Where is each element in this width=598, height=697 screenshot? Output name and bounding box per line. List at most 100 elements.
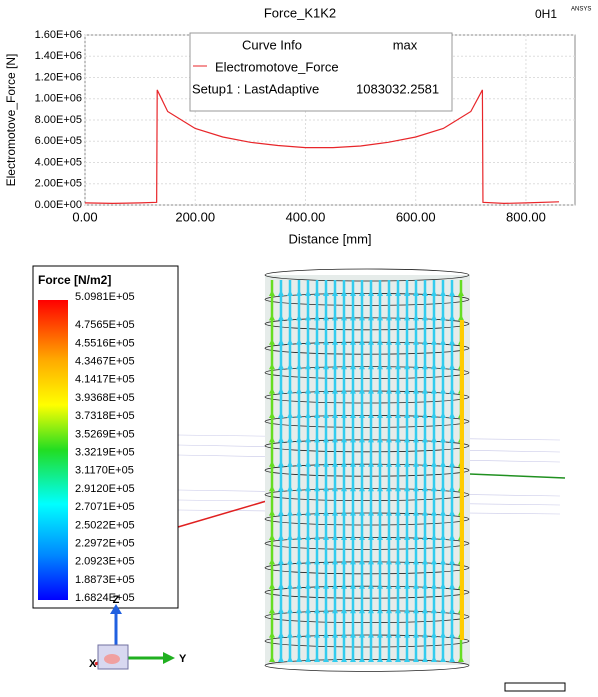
arrow-head [359, 314, 365, 321]
arrow-head [404, 534, 410, 540]
ring [264, 268, 470, 282]
arrow-head [449, 412, 455, 418]
arrow-head [368, 582, 374, 589]
arrow-head [449, 314, 455, 321]
arrow-head [440, 290, 446, 296]
arrow-head [413, 534, 419, 540]
curve-info-cell: Setup1 : LastAdaptive [192, 81, 319, 96]
arrow-head [422, 460, 428, 467]
arrow-head [287, 338, 293, 345]
arrow-head [404, 460, 410, 467]
arrow-head [368, 656, 374, 662]
y-tick-label: 6.00E+05 [35, 135, 82, 147]
x-axis-label: Distance [mm] [288, 231, 371, 246]
arrow-head [305, 290, 311, 296]
arrow-head [395, 656, 401, 662]
arrow-head [422, 436, 428, 443]
arrow-head [368, 290, 374, 296]
arrow-head [431, 509, 437, 516]
arrow-head [377, 314, 383, 321]
arrow-head [314, 485, 320, 492]
arrow-head [413, 582, 419, 589]
arrow-head [278, 558, 284, 565]
arrow-head [431, 582, 437, 589]
line-chart: Force_K1K2 0H1 ANSYS 0.00E+00 2.00E+05 4.00E+… [4, 5, 591, 246]
arrow-head [314, 607, 320, 614]
arrow-head [350, 314, 356, 321]
arrow-head [377, 631, 383, 638]
arrow-head [332, 314, 338, 321]
ring [264, 341, 470, 355]
arrow-head [305, 534, 311, 540]
cylinder [265, 275, 470, 665]
arrow-head [332, 509, 338, 516]
arrow-head [377, 460, 383, 467]
arrow-head [422, 509, 428, 516]
arrow-head [332, 558, 338, 565]
arrow-head [440, 485, 446, 492]
ring [264, 414, 470, 428]
arrow-head [395, 338, 401, 345]
arrow-head [449, 485, 455, 492]
arrow-head [422, 582, 428, 589]
arrow-head [422, 314, 428, 321]
arrow-head [323, 412, 329, 418]
arrow-head [449, 582, 455, 589]
arrow-head [422, 387, 428, 394]
legend-level: 4.3467E+05 [75, 356, 135, 368]
arrow-head [341, 338, 347, 345]
arrow-head [395, 607, 401, 614]
legend-title: Force [N/m2] [38, 273, 111, 287]
arrow-head [350, 290, 356, 296]
ring [264, 366, 470, 380]
arrow-head [422, 607, 428, 614]
curve-info-box [189, 32, 453, 112]
arrow-head [287, 314, 293, 321]
arrow-head [278, 631, 284, 638]
arrow-head [359, 460, 365, 467]
arrow-head [287, 607, 293, 614]
arrow-head [395, 387, 401, 394]
ring [264, 537, 470, 550]
arrow-head [296, 485, 302, 492]
arrow-head [386, 363, 392, 370]
ring [264, 488, 470, 502]
arrow-head [341, 509, 347, 516]
arrow-head [350, 582, 356, 589]
arrow-head [395, 509, 401, 516]
arrow-head [422, 485, 428, 492]
arrow-head [368, 436, 374, 443]
arrow-head [323, 656, 329, 662]
arrow-head [386, 412, 392, 418]
arrow-head [278, 412, 284, 418]
arrow-head [305, 387, 311, 394]
x-tick-label: 200.00 [175, 209, 215, 224]
arrow-head [323, 558, 329, 565]
arrow-head [359, 485, 365, 492]
arrow-head [305, 558, 311, 565]
arrow-head [305, 436, 311, 443]
arrow-head [359, 582, 365, 589]
ring [264, 317, 470, 331]
arrow-head [296, 338, 302, 345]
arrow-head [332, 534, 338, 540]
arrow-head [386, 436, 392, 443]
y-tick-label: 2.00E+05 [35, 178, 82, 190]
arrow-head [458, 314, 464, 321]
ring [264, 659, 470, 672]
arrow-head [413, 558, 419, 565]
arrow-head [323, 363, 329, 370]
arrow-head [431, 338, 437, 345]
arrow-head [431, 534, 437, 540]
arrow-head [314, 387, 320, 394]
arrow-head [332, 363, 338, 370]
arrow-head [314, 290, 320, 296]
arrow-head [449, 338, 455, 345]
arrow-head [269, 558, 275, 565]
arrow-head [269, 582, 275, 589]
arrow-head [278, 460, 284, 467]
arrow-head [431, 631, 437, 638]
arrow-head [287, 582, 293, 589]
arrow-head [413, 460, 419, 467]
